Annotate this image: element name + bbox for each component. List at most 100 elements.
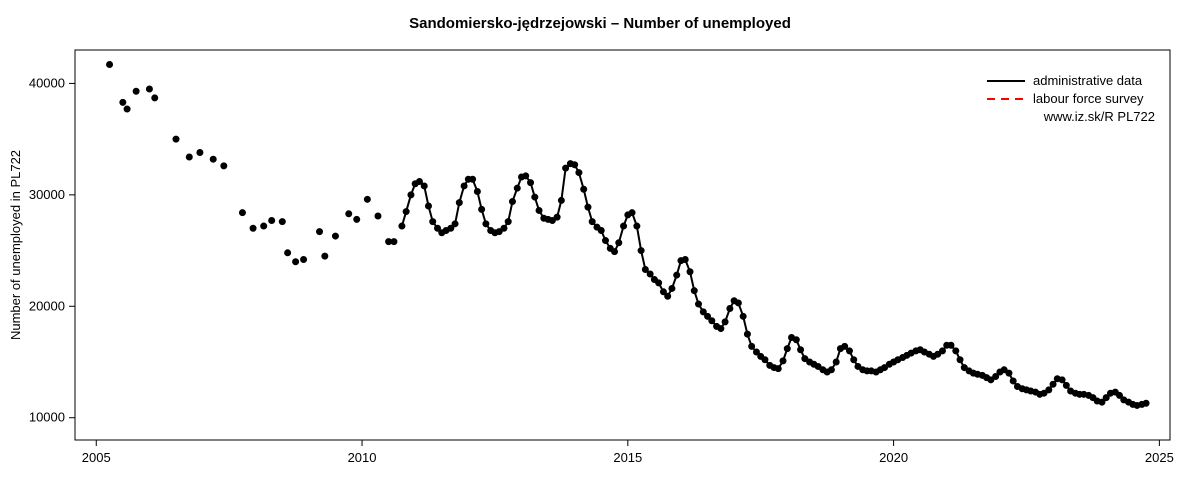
data-point [425, 203, 431, 209]
data-point [152, 95, 158, 101]
data-point [279, 219, 285, 225]
data-point [536, 207, 542, 213]
data-point [558, 197, 564, 203]
data-point [744, 331, 750, 337]
data-point [186, 154, 192, 160]
data-point [501, 225, 507, 231]
data-point [656, 280, 662, 286]
data-point [953, 348, 959, 354]
data-point [250, 225, 256, 231]
data-point [403, 209, 409, 215]
data-point [532, 194, 538, 200]
data-point [509, 199, 515, 205]
data-point [842, 343, 848, 349]
data-point [948, 342, 954, 348]
data-point [581, 186, 587, 192]
data-point [621, 223, 627, 229]
data-point [416, 178, 422, 184]
data-point [793, 337, 799, 343]
data-point [647, 271, 653, 277]
data-point [261, 223, 267, 229]
legend-label: labour force survey [1033, 91, 1144, 106]
data-point [354, 216, 360, 222]
data-point [124, 106, 130, 112]
data-point [682, 256, 688, 262]
data-point [285, 250, 291, 256]
data-point [421, 183, 427, 189]
data-point [629, 210, 635, 216]
data-point [642, 267, 648, 273]
data-point [146, 86, 152, 92]
data-point [846, 348, 852, 354]
legend-label: administrative data [1033, 73, 1143, 88]
data-point [239, 210, 245, 216]
data-point [576, 170, 582, 176]
data-point [430, 219, 436, 225]
data-point [197, 150, 203, 156]
data-point [452, 221, 458, 227]
data-point [1006, 370, 1012, 376]
data-point [665, 293, 671, 299]
data-point [514, 185, 520, 191]
data-point [598, 228, 604, 234]
data-point [470, 176, 476, 182]
data-point [505, 219, 511, 225]
data-point [634, 223, 640, 229]
data-point [718, 326, 724, 332]
y-tick-label: 20000 [29, 298, 65, 313]
x-tick-label: 2020 [879, 450, 908, 465]
x-tick-label: 2025 [1145, 450, 1174, 465]
data-point [957, 357, 963, 363]
data-point [798, 347, 804, 353]
data-point [616, 240, 622, 246]
data-point [375, 213, 381, 219]
data-point [1046, 387, 1052, 393]
data-point [585, 204, 591, 210]
data-point [1063, 382, 1069, 388]
data-point [828, 367, 834, 373]
y-axis-label: Number of unemployed in PL722 [8, 150, 23, 340]
data-point [691, 288, 697, 294]
data-point [120, 99, 126, 105]
data-point [461, 183, 467, 189]
data-point [399, 223, 405, 229]
data-point [563, 165, 569, 171]
x-tick-label: 2010 [348, 450, 377, 465]
x-tick-label: 2015 [613, 450, 642, 465]
data-point [554, 214, 560, 220]
data-point [687, 269, 693, 275]
data-point [269, 217, 275, 223]
data-point [851, 357, 857, 363]
data-point [221, 163, 227, 169]
data-point [1143, 400, 1149, 406]
data-point [775, 366, 781, 372]
data-point [612, 249, 618, 255]
chart-title: Sandomiersko-jędrzejowski – Number of un… [409, 15, 791, 32]
y-tick-label: 10000 [29, 410, 65, 425]
data-point [456, 200, 462, 206]
data-point [1059, 377, 1065, 383]
data-point [780, 358, 786, 364]
data-point [740, 313, 746, 319]
data-point [322, 253, 328, 259]
y-tick-label: 30000 [29, 187, 65, 202]
y-tick-label: 40000 [29, 75, 65, 90]
data-point [572, 162, 578, 168]
data-point [589, 219, 595, 225]
data-point [762, 357, 768, 363]
data-point [674, 272, 680, 278]
data-point [346, 211, 352, 217]
data-point [727, 306, 733, 312]
legend-footer: www.iz.sk/R PL722 [1043, 109, 1155, 124]
data-point [638, 248, 644, 254]
chart-background [0, 0, 1200, 500]
data-point [332, 233, 338, 239]
data-point [391, 239, 397, 245]
data-point [722, 319, 728, 325]
data-point [483, 221, 489, 227]
data-point [107, 61, 113, 67]
data-point [528, 180, 534, 186]
data-point [784, 346, 790, 352]
data-point [735, 300, 741, 306]
data-point [408, 192, 414, 198]
